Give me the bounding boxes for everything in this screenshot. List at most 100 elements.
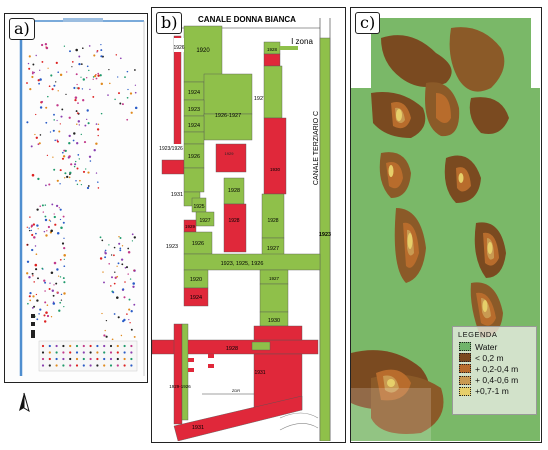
settlement-point [76,87,78,89]
legend-dot [62,351,65,354]
settlement-point [52,156,54,158]
legend-dot [103,351,106,354]
settlement-point [49,282,51,284]
plot-1923-1925-1926: 1923, 1925, 1926 [183,253,321,271]
settlement-point [93,54,96,57]
settlement-point [108,263,110,265]
settlement-point [92,78,94,80]
plot-red-c [215,143,247,173]
legend-swatch [459,386,471,396]
settlement-point [105,335,108,338]
settlement-point [44,301,47,304]
settlement-point [108,68,110,71]
settlement-point [32,63,35,66]
settlement-point [119,237,122,239]
settlement-point [116,265,118,267]
plot-1923-1926: 1923/1926 [159,144,184,158]
legend-dot [89,344,92,348]
svg-text:1924: 1924 [188,90,200,96]
settlement-point [69,173,71,175]
panel-c: c) [350,7,542,443]
svg-text:1926: 1926 [192,241,204,247]
settlement-point [76,123,78,125]
settlement-point [75,160,77,163]
settlement-point [39,78,42,81]
settlement-point [53,119,55,121]
settlement-point [97,74,100,77]
settlement-point [83,141,87,144]
svg-text:ZDR: ZDR [232,388,240,393]
legend-dot [109,364,113,367]
legend-dot [116,344,119,348]
settlement-point [80,76,82,78]
settlement-point [92,95,95,98]
svg-text:1929-1926: 1929-1926 [169,384,191,389]
settlement-point [80,133,82,136]
settlement-point [96,50,99,52]
settlement-point [63,149,66,152]
svg-text:1929: 1929 [225,151,235,156]
map-legend-table [38,340,138,372]
settlement-point [76,142,79,145]
settlement-point [73,165,76,168]
canal-terziario-label: CANALE TERZIARIO C [313,111,320,185]
settlement-point [123,296,126,299]
depth-patches [351,27,509,434]
settlement-point [95,142,98,145]
legend-dot [116,357,119,361]
settlement-point [60,115,63,118]
plot-1927-b: 1927 [195,211,215,227]
settlement-point [54,223,57,226]
legend-dot [89,357,92,361]
svg-text:1927: 1927 [254,96,266,102]
settlement-point [111,338,114,341]
settlement-point [34,263,38,267]
settlement-point [109,82,111,85]
legend-dot [109,351,113,354]
plot-1923-strip: 1923 [319,37,331,441]
settlement-point [37,277,39,280]
settlement-point [60,226,63,229]
settlement-point [56,268,59,271]
settlement-point [27,302,29,305]
settlement-point [118,235,120,238]
settlement-point [128,308,131,311]
settlement-point [45,121,48,124]
settlement-point [86,186,90,190]
plot-1923-label: 1923 [166,244,178,250]
legend-dot [130,344,133,348]
settlement-point [76,183,79,186]
settlement-point [113,313,116,315]
settlement-point [56,139,59,142]
legend-dot [103,364,106,367]
settlement-point [129,278,132,280]
settlement-point [30,145,33,148]
legend-dot [75,344,79,348]
settlement-point [63,254,66,257]
legend-dot [123,351,126,354]
settlement-point [39,69,41,71]
settlement-point [53,261,57,265]
settlement-point [31,75,34,79]
settlement-point [31,72,34,75]
legend-item: +0,7-1 m [453,386,536,397]
settlement-point [68,176,71,179]
settlement-point [59,208,62,211]
settlement-point [27,62,30,65]
svg-text:1924: 1924 [190,295,202,301]
settlement-point [80,63,83,65]
legend-dot [69,351,72,354]
settlement-point [68,142,71,145]
settlement-point [129,322,131,324]
settlement-point [71,61,74,63]
settlement-point [57,90,59,92]
settlement-point [118,92,120,95]
panel-a-label: a) [9,18,35,40]
panel-b: b) 1920 1926 1924 1923 1927 192 [151,7,346,443]
legend-label: + 0,2-0,4 m [475,363,519,374]
settlement-point [78,62,81,66]
settlement-point [52,129,55,132]
settlement-point [75,110,78,113]
settlement-point [117,316,120,319]
plot-1926-corner: 1926 [173,38,185,52]
